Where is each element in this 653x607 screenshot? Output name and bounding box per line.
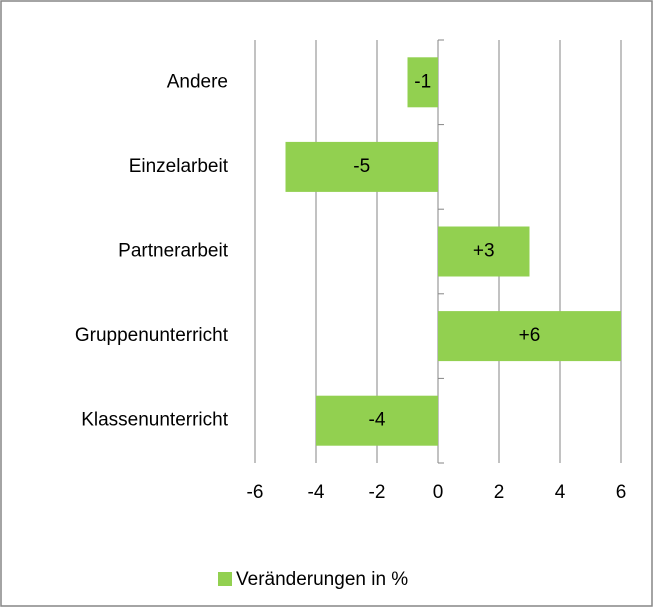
- bar: [285, 141, 438, 192]
- x-tick-label: -2: [369, 482, 386, 503]
- y-tick-label: Andere: [167, 71, 228, 92]
- data-label: +6: [519, 325, 541, 346]
- y-tick-label: Klassenunterricht: [81, 410, 229, 431]
- x-tick-label: 4: [555, 482, 566, 503]
- x-tick-label: 6: [616, 482, 627, 503]
- data-label: -5: [353, 156, 370, 177]
- bar: [438, 226, 530, 277]
- legend-label: Veränderungen in %: [236, 569, 408, 590]
- data-label: -4: [369, 410, 386, 431]
- bar: [316, 395, 438, 446]
- data-label: +3: [473, 241, 495, 262]
- bar: [438, 311, 621, 362]
- y-tick-label: Gruppenunterricht: [75, 325, 229, 346]
- y-tick-label: Partnerarbeit: [118, 241, 229, 262]
- x-tick-label: 2: [494, 482, 505, 503]
- bar: [407, 57, 438, 108]
- x-tick-label: 0: [433, 482, 444, 503]
- data-label: -1: [414, 71, 431, 92]
- x-tick-label: -4: [308, 482, 325, 503]
- x-tick-label: -6: [247, 482, 264, 503]
- legend-swatch: [218, 572, 232, 586]
- y-tick-label: Einzelarbeit: [129, 156, 229, 177]
